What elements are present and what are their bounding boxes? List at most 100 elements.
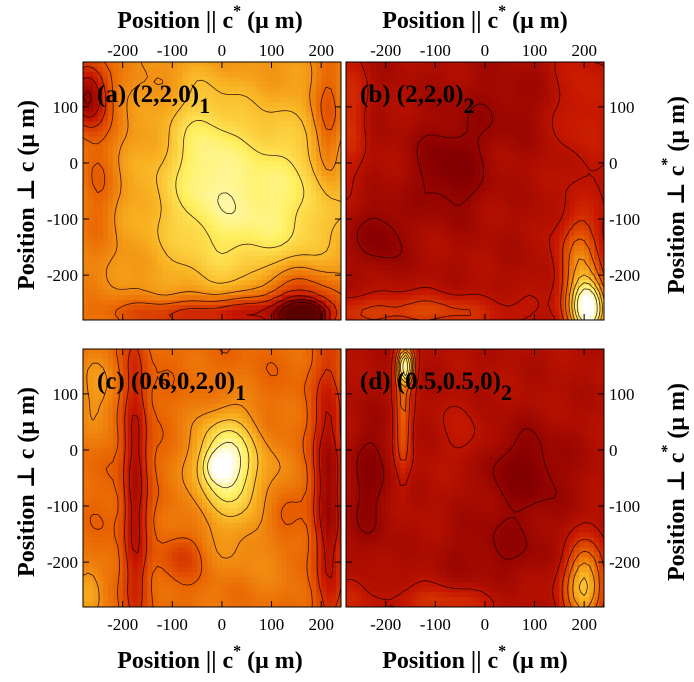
heat-cell [192,280,198,286]
heat-cell [97,181,104,187]
heat-cell [599,225,604,232]
heat-cell [460,195,466,202]
heat-cell [157,121,163,128]
heat-cell [385,260,392,267]
heat-cell [544,126,551,133]
heat-cell [355,121,362,128]
heat-cell [296,260,302,267]
heat-cell [465,106,471,113]
heat-cell [142,116,149,123]
heat-cell [202,86,208,93]
heat-cell [350,195,357,202]
heat-cell [390,270,397,276]
heat-cell [360,116,367,123]
heat-cell [311,195,317,202]
heat-cell [435,210,441,217]
heat-cell [440,91,446,98]
heat-cell [306,106,312,113]
heat-cell [142,161,149,167]
heat-cell [514,265,521,271]
heat-cell [420,91,426,98]
heat-cell [97,166,104,172]
heat-cell [321,230,327,237]
heat-cell [355,156,362,162]
heat-cell [107,81,114,88]
heat-cell [92,76,99,83]
heat-cell [440,270,446,276]
heat-cell [504,66,511,73]
heat-cell [326,260,332,267]
heat-cell [212,126,218,133]
heat-cell [256,121,263,128]
heat-cell [246,131,253,138]
heat-cell [83,141,89,147]
heat-cell [271,161,278,167]
heat-cell [132,220,139,227]
heat-cell [584,161,590,167]
heat-cell [231,66,238,73]
heat-cell [142,156,149,162]
heat-cell [97,315,104,320]
heat-cell [390,195,397,202]
heat-cell [549,66,555,73]
heat-cell [83,76,89,83]
heat-cell [246,91,253,98]
heat-cell [162,280,168,286]
heat-cell [450,106,456,113]
heat-cell [430,111,436,118]
heat-cell [544,106,551,113]
heat-cell [152,255,159,262]
heat-cell [405,106,412,113]
heat-cell [281,186,288,192]
heat-cell [574,220,580,227]
heat-cell [102,86,109,93]
heat-cell [162,250,168,257]
heat-cell [440,240,446,247]
heat-cell [236,210,243,217]
heat-cell [400,131,407,138]
heat-cell [207,151,213,157]
heat-cell [266,156,273,162]
heat-cell [524,245,531,252]
heat-cell [241,156,248,162]
heat-cell [360,270,367,276]
contour-line [175,119,305,255]
heat-cell [221,265,228,271]
heat-cell [226,126,233,133]
heat-cell [489,215,496,222]
heat-cell [241,200,248,207]
heat-cell [539,270,546,276]
heat-cell [261,176,268,182]
heat-cell [192,285,198,291]
heat-cell [236,186,243,192]
heat-cell [256,191,263,197]
heat-cell [147,66,154,73]
heat-cell [365,96,372,103]
heat-cell [336,151,341,157]
heat-cell [435,71,441,78]
heat-cell [87,235,94,242]
heat-cell [231,225,238,232]
heat-cell [241,121,248,128]
heat-cell [385,71,392,78]
heat-cell [83,156,89,162]
heat-cell [172,220,178,227]
heat-cell [390,240,397,247]
heat-cell [594,86,600,93]
heat-cell [271,240,278,247]
heat-cell [499,171,506,177]
heat-cell [127,166,134,172]
heat-cell [306,71,312,78]
heat-cell [494,270,501,276]
heat-cell [365,250,372,257]
heat-cell [261,111,268,118]
heat-cell [137,305,144,311]
heat-cell [301,250,307,257]
heat-cell [192,240,198,247]
heat-cell [450,136,456,142]
heat-cell [430,176,436,182]
heat-cell [147,215,154,222]
heat-cell [187,245,193,252]
heat-cell [311,255,317,262]
heat-cell [311,106,317,113]
